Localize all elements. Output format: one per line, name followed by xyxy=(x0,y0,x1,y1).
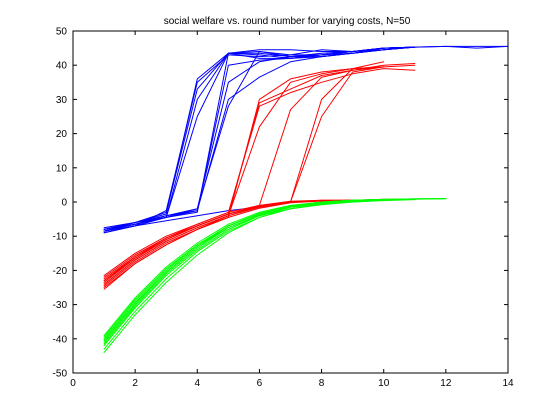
x-tick-label: 8 xyxy=(319,378,325,389)
y-tick-label: 40 xyxy=(56,61,68,72)
x-tick-label: 12 xyxy=(440,378,452,389)
series-line-blue-10 xyxy=(103,206,260,232)
y-tick-label: -20 xyxy=(53,266,68,277)
x-tick-label: 4 xyxy=(195,378,201,389)
x-tick-label: 2 xyxy=(132,378,138,389)
y-tick-label: 10 xyxy=(56,163,68,174)
y-tick-label: -50 xyxy=(53,369,68,380)
series-line-blue-9 xyxy=(103,46,416,232)
y-tick-label: 0 xyxy=(61,198,67,209)
y-tick-label: 20 xyxy=(56,129,68,140)
series-line-green-29 xyxy=(103,198,416,343)
y-tick-label: -10 xyxy=(53,232,68,243)
x-tick-label: 10 xyxy=(378,378,390,389)
series-line-blue-8 xyxy=(103,46,416,230)
x-axis: 0 2 4 6 8 10 12 14 xyxy=(70,31,514,389)
series-layer xyxy=(103,45,509,353)
series-line-red-15 xyxy=(103,66,385,276)
chart-title: social welfare vs. round number for vary… xyxy=(164,16,411,27)
y-tick-label: 30 xyxy=(56,95,68,106)
y-tick-label: -30 xyxy=(53,300,68,311)
y-axis: -50 -40 -30 -20 -10 0 10 20 30 40 50 xyxy=(53,27,508,380)
x-tick-label: 14 xyxy=(502,378,514,389)
y-tick-label: 50 xyxy=(56,27,68,38)
series-line-blue-1 xyxy=(103,46,416,230)
series-line-green-30 xyxy=(103,198,447,338)
x-tick-label: 6 xyxy=(257,378,263,389)
x-tick-label: 0 xyxy=(70,378,76,389)
y-tick-label: -40 xyxy=(53,334,68,345)
series-line-blue-4 xyxy=(103,46,416,232)
